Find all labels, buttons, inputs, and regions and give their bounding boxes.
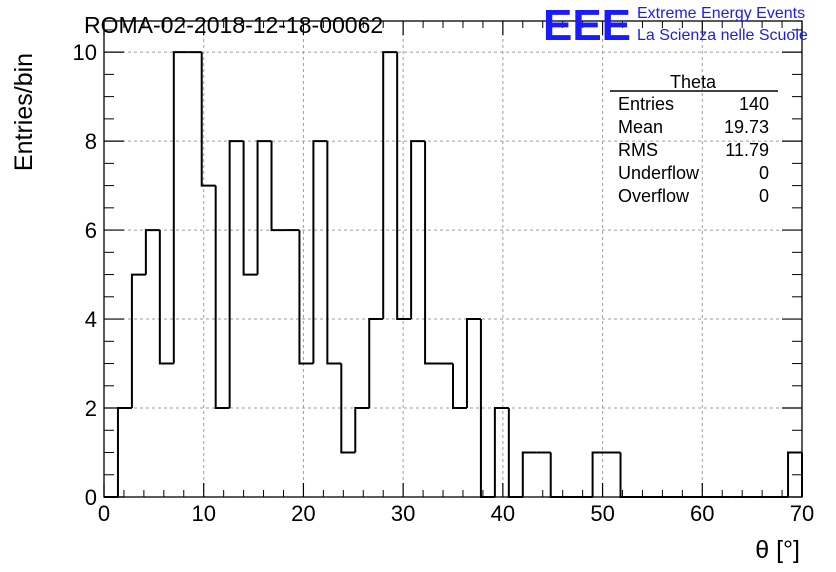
- y-tick-label: 0: [85, 485, 97, 510]
- stats-rows: Entries 140 Mean 19.73 RMS 11.79 Underflow 0 Ove…: [618, 94, 769, 206]
- histogram-bin: [326, 141, 342, 365]
- histogram-bin: [228, 140, 244, 409]
- histogram-bin: [465, 318, 481, 409]
- stats-box-title: Theta: [670, 72, 717, 92]
- histogram-bin: [340, 363, 356, 454]
- x-tick-label: 0: [98, 501, 110, 526]
- x-tick-label: 20: [291, 501, 315, 526]
- y-tick-label: 4: [85, 307, 97, 332]
- y-tick-label: 2: [85, 396, 97, 421]
- stats-value: 11.79: [725, 140, 769, 160]
- stats-value: 0: [759, 186, 769, 206]
- histogram-bin: [172, 51, 188, 364]
- axis-ticks: [103, 21, 803, 498]
- eee-logo: EEE Extreme Energy Events La Scienza nel…: [543, 1, 808, 50]
- histogram-bin: [298, 230, 314, 365]
- eee-logo-line1: Extreme Energy Events: [637, 5, 805, 22]
- eee-logo-line2: La Scienza nelle Scuole: [637, 27, 808, 44]
- x-tick-label: 30: [391, 501, 415, 526]
- histogram-bin: [382, 51, 398, 320]
- plot-frame: [103, 20, 803, 498]
- histogram-bin: [116, 407, 132, 497]
- stats-label: Mean: [618, 117, 663, 137]
- stats-value: 140: [739, 94, 769, 114]
- histogram-bin: [424, 141, 440, 365]
- x-tick-label: 50: [590, 501, 614, 526]
- histogram-bin: [242, 141, 258, 276]
- x-tick-label: 60: [690, 501, 714, 526]
- y-axis-label: Entries/bin: [10, 53, 38, 171]
- histogram-bin: [130, 273, 146, 409]
- stats-value: 19.73: [724, 117, 769, 137]
- histogram-bin: [591, 451, 607, 497]
- histogram-bin: [507, 408, 523, 498]
- histogram-bin: [354, 407, 370, 453]
- stats-label: Overflow: [618, 186, 690, 206]
- y-tick-label: 6: [85, 218, 97, 243]
- eee-logo-mark: EEE: [543, 1, 631, 50]
- histogram-bin: [368, 318, 384, 409]
- grid-lines: [104, 21, 802, 497]
- x-axis-label: θ [°]: [755, 536, 800, 564]
- x-tick-label: 70: [790, 501, 814, 526]
- stats-label: Entries: [618, 94, 674, 114]
- histogram-bin: [270, 141, 286, 232]
- histogram-bin: [214, 185, 230, 410]
- histogram-bin: [493, 407, 509, 497]
- stats-label: Underflow: [618, 163, 700, 183]
- histogram-bin: [312, 140, 328, 364]
- histogram-bin: [410, 140, 426, 320]
- x-tick-label: 40: [491, 501, 515, 526]
- y-tick-label: 10: [73, 40, 97, 65]
- histogram-bin: [158, 230, 174, 365]
- histogram-series: [104, 51, 803, 498]
- histogram-bin: [396, 52, 412, 321]
- histogram-bin: [452, 363, 467, 410]
- y-tick-label: 8: [85, 129, 97, 154]
- histogram-bin: [256, 140, 272, 275]
- x-tick-label: 10: [191, 501, 215, 526]
- chart-title: ROMA-02-2018-12-18-00062: [84, 12, 383, 38]
- stats-box: Theta Entries 140 Mean 19.73 RMS 11.79 Underfl…: [610, 72, 778, 206]
- histogram-bin: [200, 52, 216, 187]
- stats-value: 0: [759, 163, 769, 183]
- stats-label: RMS: [618, 140, 658, 160]
- histogram-bin: [144, 229, 160, 275]
- histogram-bin: [521, 451, 537, 497]
- tick-labels: 0 10 20 30 40 50 60 70 0 2 4 6 8 10: [73, 40, 815, 526]
